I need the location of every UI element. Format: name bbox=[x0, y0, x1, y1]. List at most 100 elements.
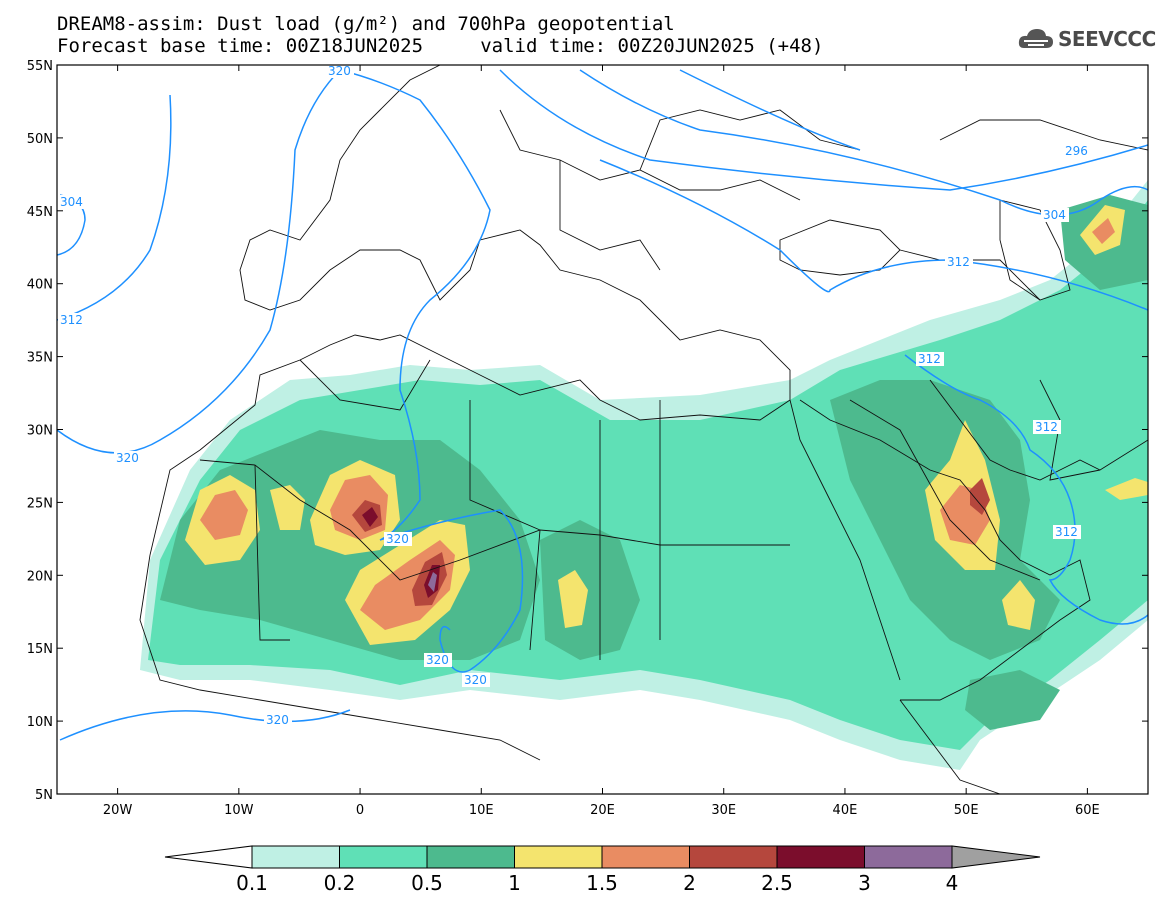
svg-text:320: 320 bbox=[328, 64, 351, 78]
colorbar bbox=[164, 845, 1041, 869]
contour-label-320-c: 320 bbox=[384, 532, 412, 546]
border-line-13 bbox=[939, 119, 1148, 151]
contour-label-320-b: 320 bbox=[114, 451, 142, 465]
svg-text:320: 320 bbox=[266, 713, 289, 727]
colorbar-segment bbox=[339, 845, 428, 869]
lon-label: 40E bbox=[833, 803, 858, 818]
contour-label-320-d: 320 bbox=[424, 653, 452, 667]
lat-label: 10N bbox=[27, 715, 53, 730]
lat-label: 30N bbox=[27, 424, 53, 439]
dust-fill-1.5-caspian bbox=[1092, 218, 1115, 244]
lon-label: 20E bbox=[590, 803, 615, 818]
contour-label-312-a: 312 bbox=[58, 313, 86, 327]
coastline-persian-gulf bbox=[929, 379, 1148, 481]
colorbar-segment bbox=[776, 845, 865, 869]
dust-fill-1-oman bbox=[1002, 580, 1035, 630]
lon-label: 0 bbox=[356, 803, 364, 818]
contour-label-304-a: 304 bbox=[58, 195, 86, 209]
dust-fill-1-gulf bbox=[1105, 478, 1148, 500]
colorbar-segment bbox=[689, 845, 778, 869]
colorbar-label: 0.1 bbox=[236, 871, 268, 895]
lat-label: 45N bbox=[27, 205, 53, 220]
longitude-labels: 20W 10W 0 10E 20E 30E 40E 50E 60E bbox=[103, 803, 1100, 818]
colorbar-label: 1.5 bbox=[586, 871, 618, 895]
colorbar-label: 1 bbox=[508, 871, 521, 895]
svg-text:312: 312 bbox=[1035, 420, 1058, 434]
contour-296 bbox=[499, 69, 1148, 191]
contour-label-320-a: 320 bbox=[326, 64, 354, 78]
lat-label: 5N bbox=[35, 788, 53, 803]
svg-text:304: 304 bbox=[60, 195, 83, 209]
lat-label: 25N bbox=[27, 496, 53, 511]
dust-fill-1.5-west bbox=[200, 490, 248, 540]
chart-title: DREAM8-assim: Dust load (g/m²) and 700hP… bbox=[57, 13, 675, 35]
geopotential-contours bbox=[57, 69, 1148, 741]
contour-label-296: 296 bbox=[1063, 144, 1091, 158]
contour-label-320-e: 320 bbox=[462, 673, 490, 687]
colorbar-segment bbox=[601, 845, 690, 869]
lat-label: 50N bbox=[27, 132, 53, 147]
colorbar-label: 2 bbox=[683, 871, 696, 895]
svg-text:320: 320 bbox=[426, 653, 449, 667]
border-line-7 bbox=[849, 399, 1041, 581]
lat-label: 40N bbox=[27, 278, 53, 293]
lat-label: 55N bbox=[27, 59, 53, 74]
coastline-arabia bbox=[799, 399, 1091, 701]
svg-text:312: 312 bbox=[60, 313, 83, 327]
chart-subtitle: Forecast base time: 00Z18JUN2025 valid t… bbox=[57, 35, 824, 57]
contour-label-312-b: 312 bbox=[945, 255, 973, 269]
svg-text:312: 312 bbox=[947, 255, 970, 269]
svg-text:320: 320 bbox=[386, 532, 409, 546]
dust-fill-0.5-horn bbox=[965, 670, 1060, 730]
contour-label-312-c: 312 bbox=[916, 352, 944, 366]
colorbar-label: 2.5 bbox=[761, 871, 793, 895]
lat-label: 15N bbox=[27, 642, 53, 657]
colorbar-labels: 0.1 0.2 0.5 1 1.5 2 2.5 3 4 bbox=[236, 871, 958, 895]
svg-text:312: 312 bbox=[918, 352, 941, 366]
border-line-12 bbox=[639, 109, 861, 171]
border-line-5 bbox=[529, 529, 541, 651]
lon-label: 60E bbox=[1075, 803, 1100, 818]
dust-fill-1-chad bbox=[558, 570, 588, 628]
dust-fill-3-niger bbox=[428, 572, 437, 592]
contour-label-304-b: 304 bbox=[1041, 208, 1069, 222]
svg-text:296: 296 bbox=[1065, 144, 1088, 158]
logo-text: SEEVCCC bbox=[1058, 27, 1156, 51]
dust-fill-2.5-sahara bbox=[362, 507, 378, 527]
dust-load-field bbox=[140, 180, 1148, 770]
border-line-1 bbox=[199, 459, 790, 581]
contour-320-north bbox=[57, 69, 341, 454]
latitude-labels: 55N 50N 45N 40N 35N 30N 25N 20N 15N 10N 5N bbox=[27, 59, 53, 803]
contour-label-312-e: 312 bbox=[1053, 525, 1081, 539]
colorbar-segment bbox=[514, 845, 603, 869]
border-line-10 bbox=[499, 109, 801, 201]
lat-label: 20N bbox=[27, 569, 53, 584]
coastline-africa-west bbox=[139, 554, 541, 761]
axis-ticks bbox=[57, 64, 1148, 795]
lon-label: 10E bbox=[469, 803, 494, 818]
border-line-11 bbox=[559, 160, 661, 271]
coastline-black-sea bbox=[779, 219, 901, 276]
dust-fill-2-gulf bbox=[970, 478, 990, 515]
colorbar-over-triangle bbox=[951, 845, 1041, 869]
seevccc-logo: SEEVCCC bbox=[1018, 26, 1156, 52]
border-line-9 bbox=[299, 359, 431, 411]
lat-label: 35N bbox=[27, 351, 53, 366]
cloud-icon bbox=[1018, 29, 1053, 48]
svg-text:320: 320 bbox=[464, 673, 487, 687]
colorbar-label: 0.2 bbox=[324, 871, 356, 895]
contour-labels: 320 304 312 320 320 320 320 320 296 304 … bbox=[58, 64, 1091, 727]
contour-320-north-ne bbox=[339, 69, 524, 673]
contour-312-gulf bbox=[904, 354, 1148, 625]
border-line-3 bbox=[469, 400, 541, 531]
contour-304-east bbox=[579, 69, 1148, 216]
colorbar-segment bbox=[251, 845, 340, 869]
border-line-8 bbox=[1039, 379, 1101, 481]
coastline-europe bbox=[149, 65, 791, 556]
dust-fill-1-south bbox=[270, 485, 305, 530]
svg-text:304: 304 bbox=[1043, 208, 1066, 222]
coastline-horn bbox=[899, 699, 1001, 794]
border-line-2 bbox=[254, 464, 290, 641]
lon-label: 30E bbox=[711, 803, 736, 818]
